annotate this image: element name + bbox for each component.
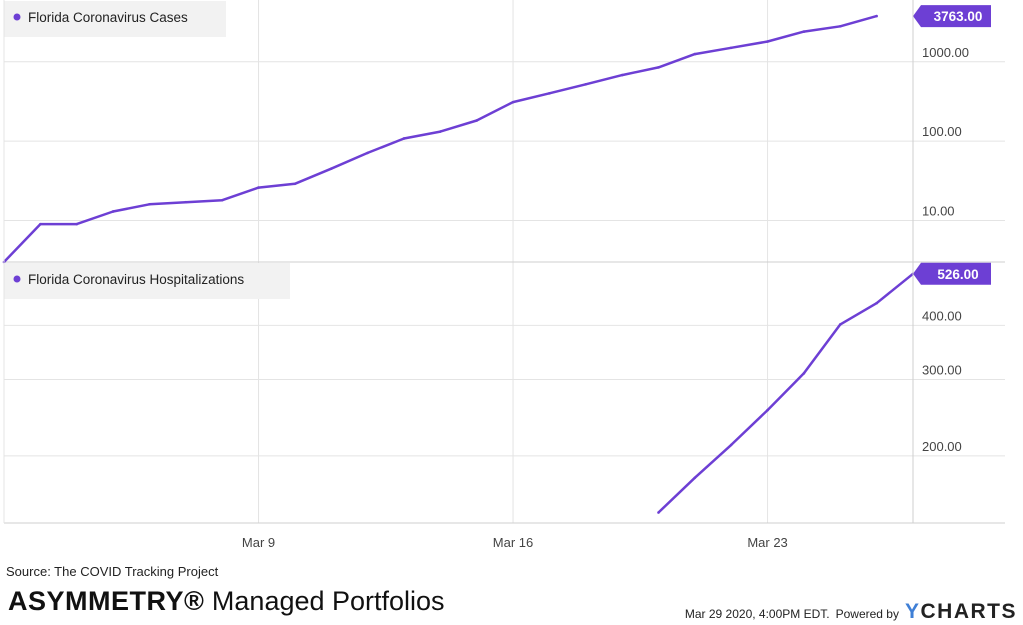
series-point <box>802 30 806 33</box>
series-point <box>838 323 842 326</box>
series-point <box>511 100 515 104</box>
y-tick-label: 400.00 <box>922 308 962 323</box>
series-point <box>729 46 733 50</box>
series-point <box>729 443 733 447</box>
series-point <box>693 52 697 56</box>
y-tick-label: 10.00 <box>922 203 955 218</box>
brand-logo: ASYMMETRY® Managed Portfolios <box>8 586 445 617</box>
registered-mark: ® <box>184 586 205 616</box>
x-tick-label: Mar 23 <box>747 535 787 550</box>
series-point <box>802 372 806 375</box>
brand-name: ASYMMETRY <box>8 586 185 616</box>
y-tick-label: 1000.00 <box>922 45 969 60</box>
series-point <box>875 301 878 305</box>
y-tick-label: 200.00 <box>922 439 962 454</box>
legend-label: Florida Coronavirus Cases <box>28 10 188 25</box>
footer-credit: Mar 29 2020, 4:00PM EDT. Powered by YCHA… <box>685 600 1017 624</box>
brand-tagline: Managed Portfolios <box>204 586 445 616</box>
last-value-badge <box>913 262 991 285</box>
y-tick-label: 100.00 <box>922 124 962 139</box>
series-point <box>657 66 660 69</box>
series-point <box>439 130 442 133</box>
series-point <box>475 119 478 122</box>
powered-by-label: Powered by <box>835 607 899 621</box>
series-point <box>875 14 878 18</box>
legend-marker <box>13 13 21 21</box>
timestamp: Mar 29 2020, 4:00PM EDT. <box>684 607 830 621</box>
series-point <box>366 151 369 155</box>
series-point <box>293 182 297 186</box>
series-point <box>402 137 406 140</box>
ycharts-logo[interactable]: YCHARTS <box>905 600 1017 624</box>
legend-label: Florida Coronavirus Hospitalizations <box>28 272 244 287</box>
x-tick-label: Mar 9 <box>242 535 275 550</box>
series-point <box>657 511 660 514</box>
last-value-label: 526.00 <box>937 267 978 282</box>
series-point <box>766 408 769 412</box>
series-point <box>220 198 224 202</box>
ycharts-logo-y: Y <box>904 600 921 623</box>
chart-area: Mar 9 Mar 16 Mar 23 10.00 100.00 1000.00 Flori… <box>2 0 1005 550</box>
legend-box <box>4 1 226 37</box>
series-point <box>766 40 769 43</box>
legend-box <box>4 263 290 299</box>
series-point <box>693 476 697 480</box>
series-point <box>75 222 79 226</box>
series-point <box>548 92 551 95</box>
series-point <box>329 167 333 170</box>
series-point <box>620 73 624 77</box>
last-value-label: 3763.00 <box>934 9 983 24</box>
series-point <box>111 210 115 213</box>
series-point <box>584 83 588 86</box>
series-line <box>657 272 914 514</box>
series-line <box>3 14 877 263</box>
y-tick-label: 300.00 <box>922 363 962 378</box>
x-tick-label: Mar 16 <box>493 535 533 550</box>
ycharts-logo-text: CHARTS <box>920 600 1017 623</box>
series-point <box>39 222 42 226</box>
legend-marker <box>13 275 21 283</box>
series-point <box>838 24 842 28</box>
series-point <box>148 202 151 206</box>
series-point <box>257 186 260 189</box>
last-value-badge <box>913 5 991 28</box>
source-note: Source: The COVID Tracking Project <box>6 564 219 579</box>
series-point <box>184 200 188 204</box>
